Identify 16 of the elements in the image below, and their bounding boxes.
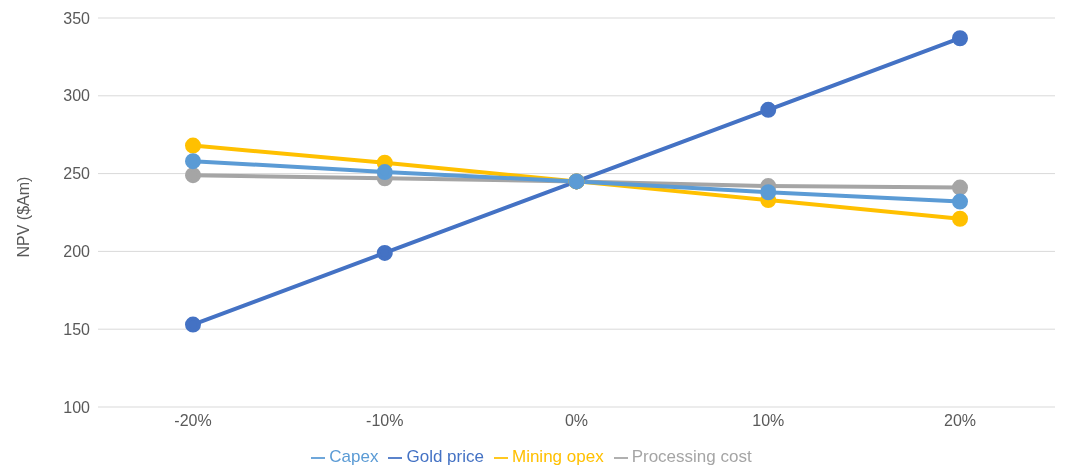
y-tick-label: 100 [63,398,91,416]
x-tick-label: -20% [174,412,212,430]
x-tick-label: 20% [943,412,977,430]
y-tick-label: 200 [63,243,91,261]
y-axis-title: NPV ($Am) [14,176,32,258]
x-tick-label: -10% [366,412,404,430]
legend-label: Capex [329,447,379,466]
legend-label: Mining opex [511,447,604,466]
y-tick-label: 350 [63,9,91,27]
y-tick-label: 150 [63,320,91,338]
x-tick-label: 0% [564,412,589,430]
legend-label: Gold price [406,447,484,466]
legend-label: Processing cost [631,447,752,466]
y-tick-label: 250 [63,165,91,183]
x-tick-label: 10% [752,412,785,430]
y-tick-label: 300 [63,87,91,105]
